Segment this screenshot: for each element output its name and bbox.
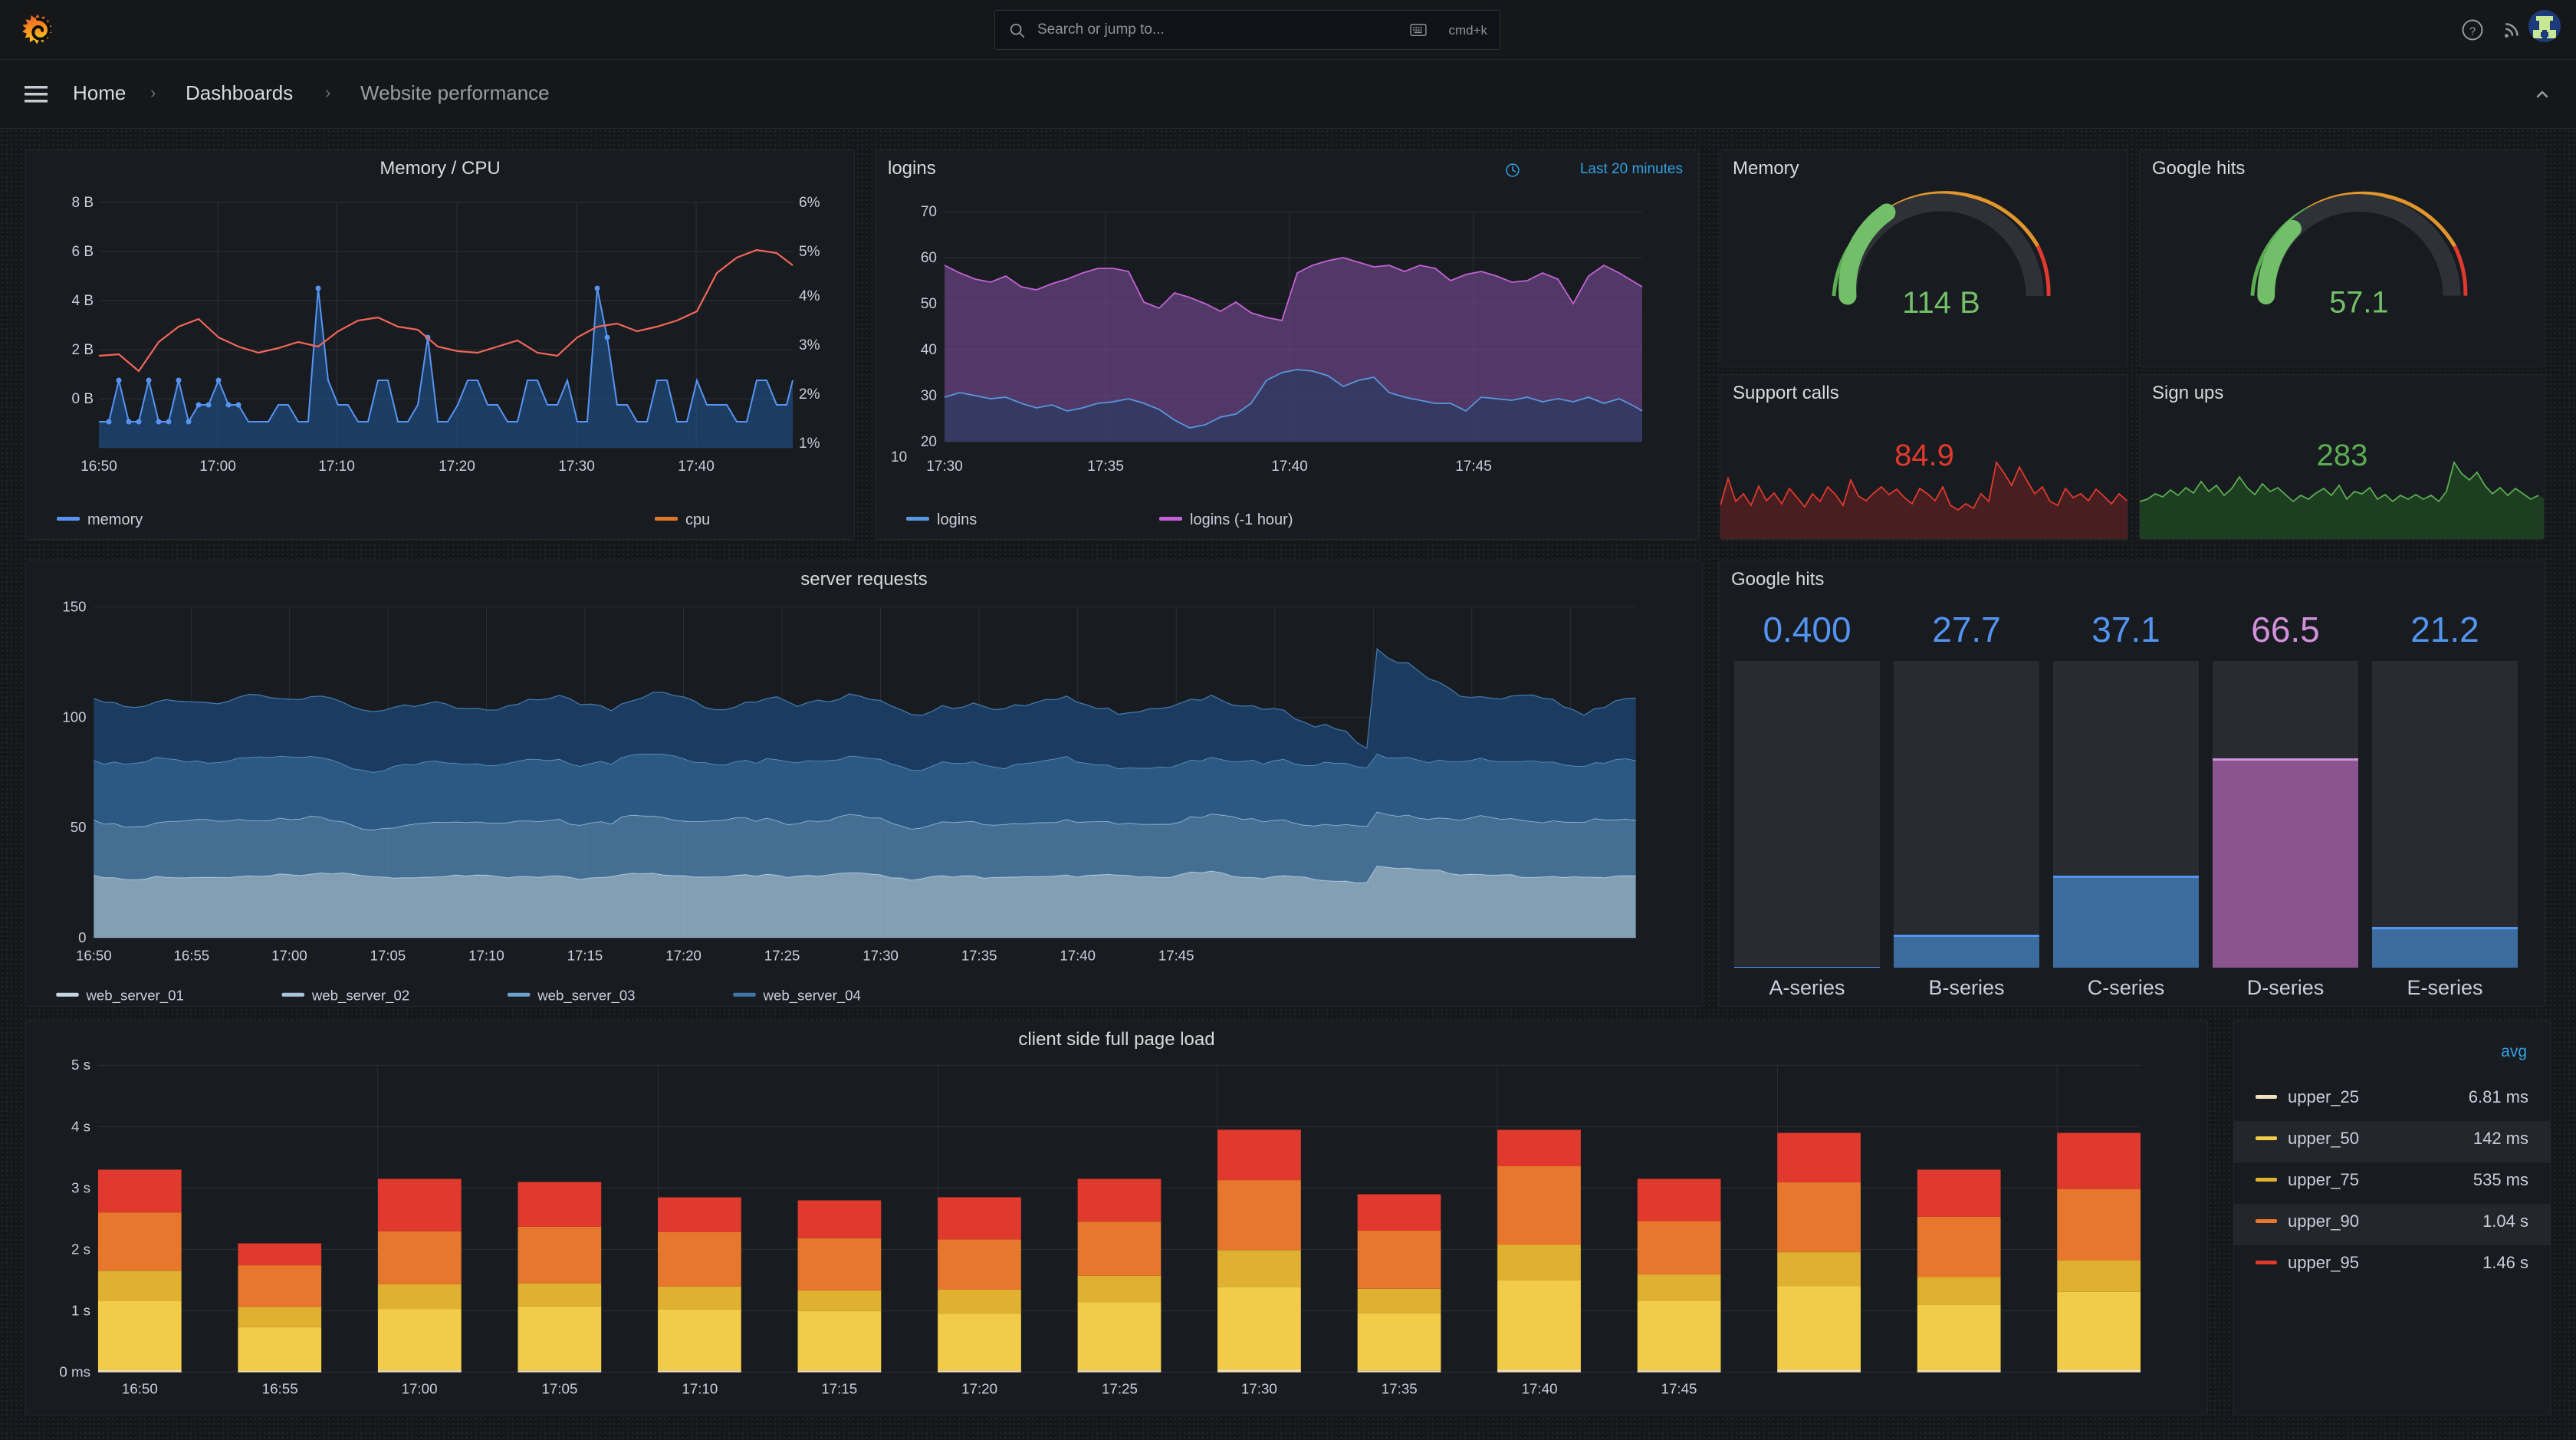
svg-text:57.1: 57.1 xyxy=(2329,285,2388,319)
svg-text:1 s: 1 s xyxy=(71,1303,90,1319)
svg-text:17:40: 17:40 xyxy=(678,459,715,475)
svg-text:E-series: E-series xyxy=(2407,976,2482,999)
svg-text:C-series: C-series xyxy=(2088,976,2165,999)
svg-text:17:40: 17:40 xyxy=(1522,1380,1558,1396)
svg-text:3%: 3% xyxy=(799,337,820,353)
svg-text:17:20: 17:20 xyxy=(961,1380,997,1396)
svg-text:0 ms: 0 ms xyxy=(59,1364,90,1380)
svg-text:17:05: 17:05 xyxy=(541,1380,577,1396)
svg-text:D-series: D-series xyxy=(2247,976,2325,999)
svg-text:21.2: 21.2 xyxy=(2410,610,2479,649)
svg-text:web_server_01: web_server_01 xyxy=(85,988,183,1004)
svg-text:60: 60 xyxy=(921,250,937,266)
svg-text:17:40: 17:40 xyxy=(1060,948,1096,964)
svg-text:5%: 5% xyxy=(799,244,820,260)
svg-text:50: 50 xyxy=(921,296,937,312)
svg-text:0: 0 xyxy=(78,929,86,945)
svg-text:114 B: 114 B xyxy=(1902,286,1980,320)
svg-text:17:20: 17:20 xyxy=(439,459,475,475)
svg-text:16:55: 16:55 xyxy=(262,1380,298,1396)
svg-text:4 s: 4 s xyxy=(71,1118,90,1134)
svg-text:web_server_03: web_server_03 xyxy=(537,988,635,1004)
svg-text:16:50: 16:50 xyxy=(76,948,112,964)
svg-text:283: 283 xyxy=(2317,439,2368,472)
svg-text:8 B: 8 B xyxy=(71,195,94,211)
svg-text:4%: 4% xyxy=(799,288,820,304)
svg-text:2 B: 2 B xyxy=(71,342,94,358)
svg-text:1%: 1% xyxy=(799,436,820,452)
svg-text:16:50: 16:50 xyxy=(80,459,117,475)
svg-text:10: 10 xyxy=(891,449,907,465)
svg-text:66.5: 66.5 xyxy=(2251,610,2320,649)
svg-text:2 s: 2 s xyxy=(71,1241,90,1257)
svg-text:50: 50 xyxy=(71,819,87,835)
svg-text:17:40: 17:40 xyxy=(1271,459,1308,475)
svg-text:17:45: 17:45 xyxy=(1661,1380,1697,1396)
svg-text:3 s: 3 s xyxy=(71,1179,90,1195)
svg-text:17:25: 17:25 xyxy=(764,948,800,964)
svg-text:web_server_04: web_server_04 xyxy=(763,988,861,1004)
svg-text:0.400: 0.400 xyxy=(1763,610,1851,649)
svg-text:70: 70 xyxy=(921,204,937,220)
svg-text:17:35: 17:35 xyxy=(1382,1380,1418,1396)
svg-text:cpu: cpu xyxy=(685,511,710,528)
svg-text:100: 100 xyxy=(62,709,86,725)
svg-text:17:35: 17:35 xyxy=(961,948,997,964)
svg-text:17:30: 17:30 xyxy=(926,459,963,475)
svg-text:17:45: 17:45 xyxy=(1158,948,1194,964)
svg-text:84.9: 84.9 xyxy=(1894,439,1954,472)
svg-text:20: 20 xyxy=(921,434,937,450)
svg-text:17:00: 17:00 xyxy=(199,459,236,475)
svg-text:6 B: 6 B xyxy=(71,244,94,260)
svg-text:16:55: 16:55 xyxy=(174,948,210,964)
svg-text:6%: 6% xyxy=(799,195,820,211)
svg-text:17:10: 17:10 xyxy=(318,459,355,475)
svg-text:?: ? xyxy=(2469,25,2476,38)
svg-text:17:05: 17:05 xyxy=(370,948,406,964)
svg-text:17:00: 17:00 xyxy=(271,948,307,964)
svg-text:4 B: 4 B xyxy=(71,293,94,309)
svg-text:40: 40 xyxy=(921,342,937,358)
svg-text:web_server_02: web_server_02 xyxy=(311,988,409,1004)
svg-text:27.7: 27.7 xyxy=(1932,610,2001,649)
svg-text:17:20: 17:20 xyxy=(665,948,702,964)
svg-text:logins (-1 hour): logins (-1 hour) xyxy=(1190,511,1293,528)
svg-text:memory: memory xyxy=(87,511,143,528)
svg-text:16:50: 16:50 xyxy=(122,1380,158,1396)
svg-text:37.1: 37.1 xyxy=(2091,610,2160,649)
svg-text:17:30: 17:30 xyxy=(863,948,899,964)
svg-text:B-series: B-series xyxy=(1928,976,2004,999)
svg-text:17:15: 17:15 xyxy=(821,1380,857,1396)
svg-text:logins: logins xyxy=(937,511,977,528)
svg-text:17:15: 17:15 xyxy=(567,948,603,964)
svg-text:2%: 2% xyxy=(799,386,820,403)
svg-text:0 B: 0 B xyxy=(71,391,94,407)
svg-text:17:25: 17:25 xyxy=(1102,1380,1138,1396)
svg-text:17:30: 17:30 xyxy=(558,459,595,475)
svg-text:17:30: 17:30 xyxy=(1241,1380,1277,1396)
svg-text:17:45: 17:45 xyxy=(1455,459,1492,475)
svg-text:17:10: 17:10 xyxy=(468,948,504,964)
svg-text:5 s: 5 s xyxy=(71,1057,90,1073)
svg-text:A-series: A-series xyxy=(1769,976,1845,999)
svg-text:150: 150 xyxy=(62,598,86,614)
svg-text:17:00: 17:00 xyxy=(402,1380,438,1396)
svg-text:17:10: 17:10 xyxy=(682,1380,718,1396)
svg-text:30: 30 xyxy=(921,388,937,404)
svg-text:17:35: 17:35 xyxy=(1087,459,1124,475)
